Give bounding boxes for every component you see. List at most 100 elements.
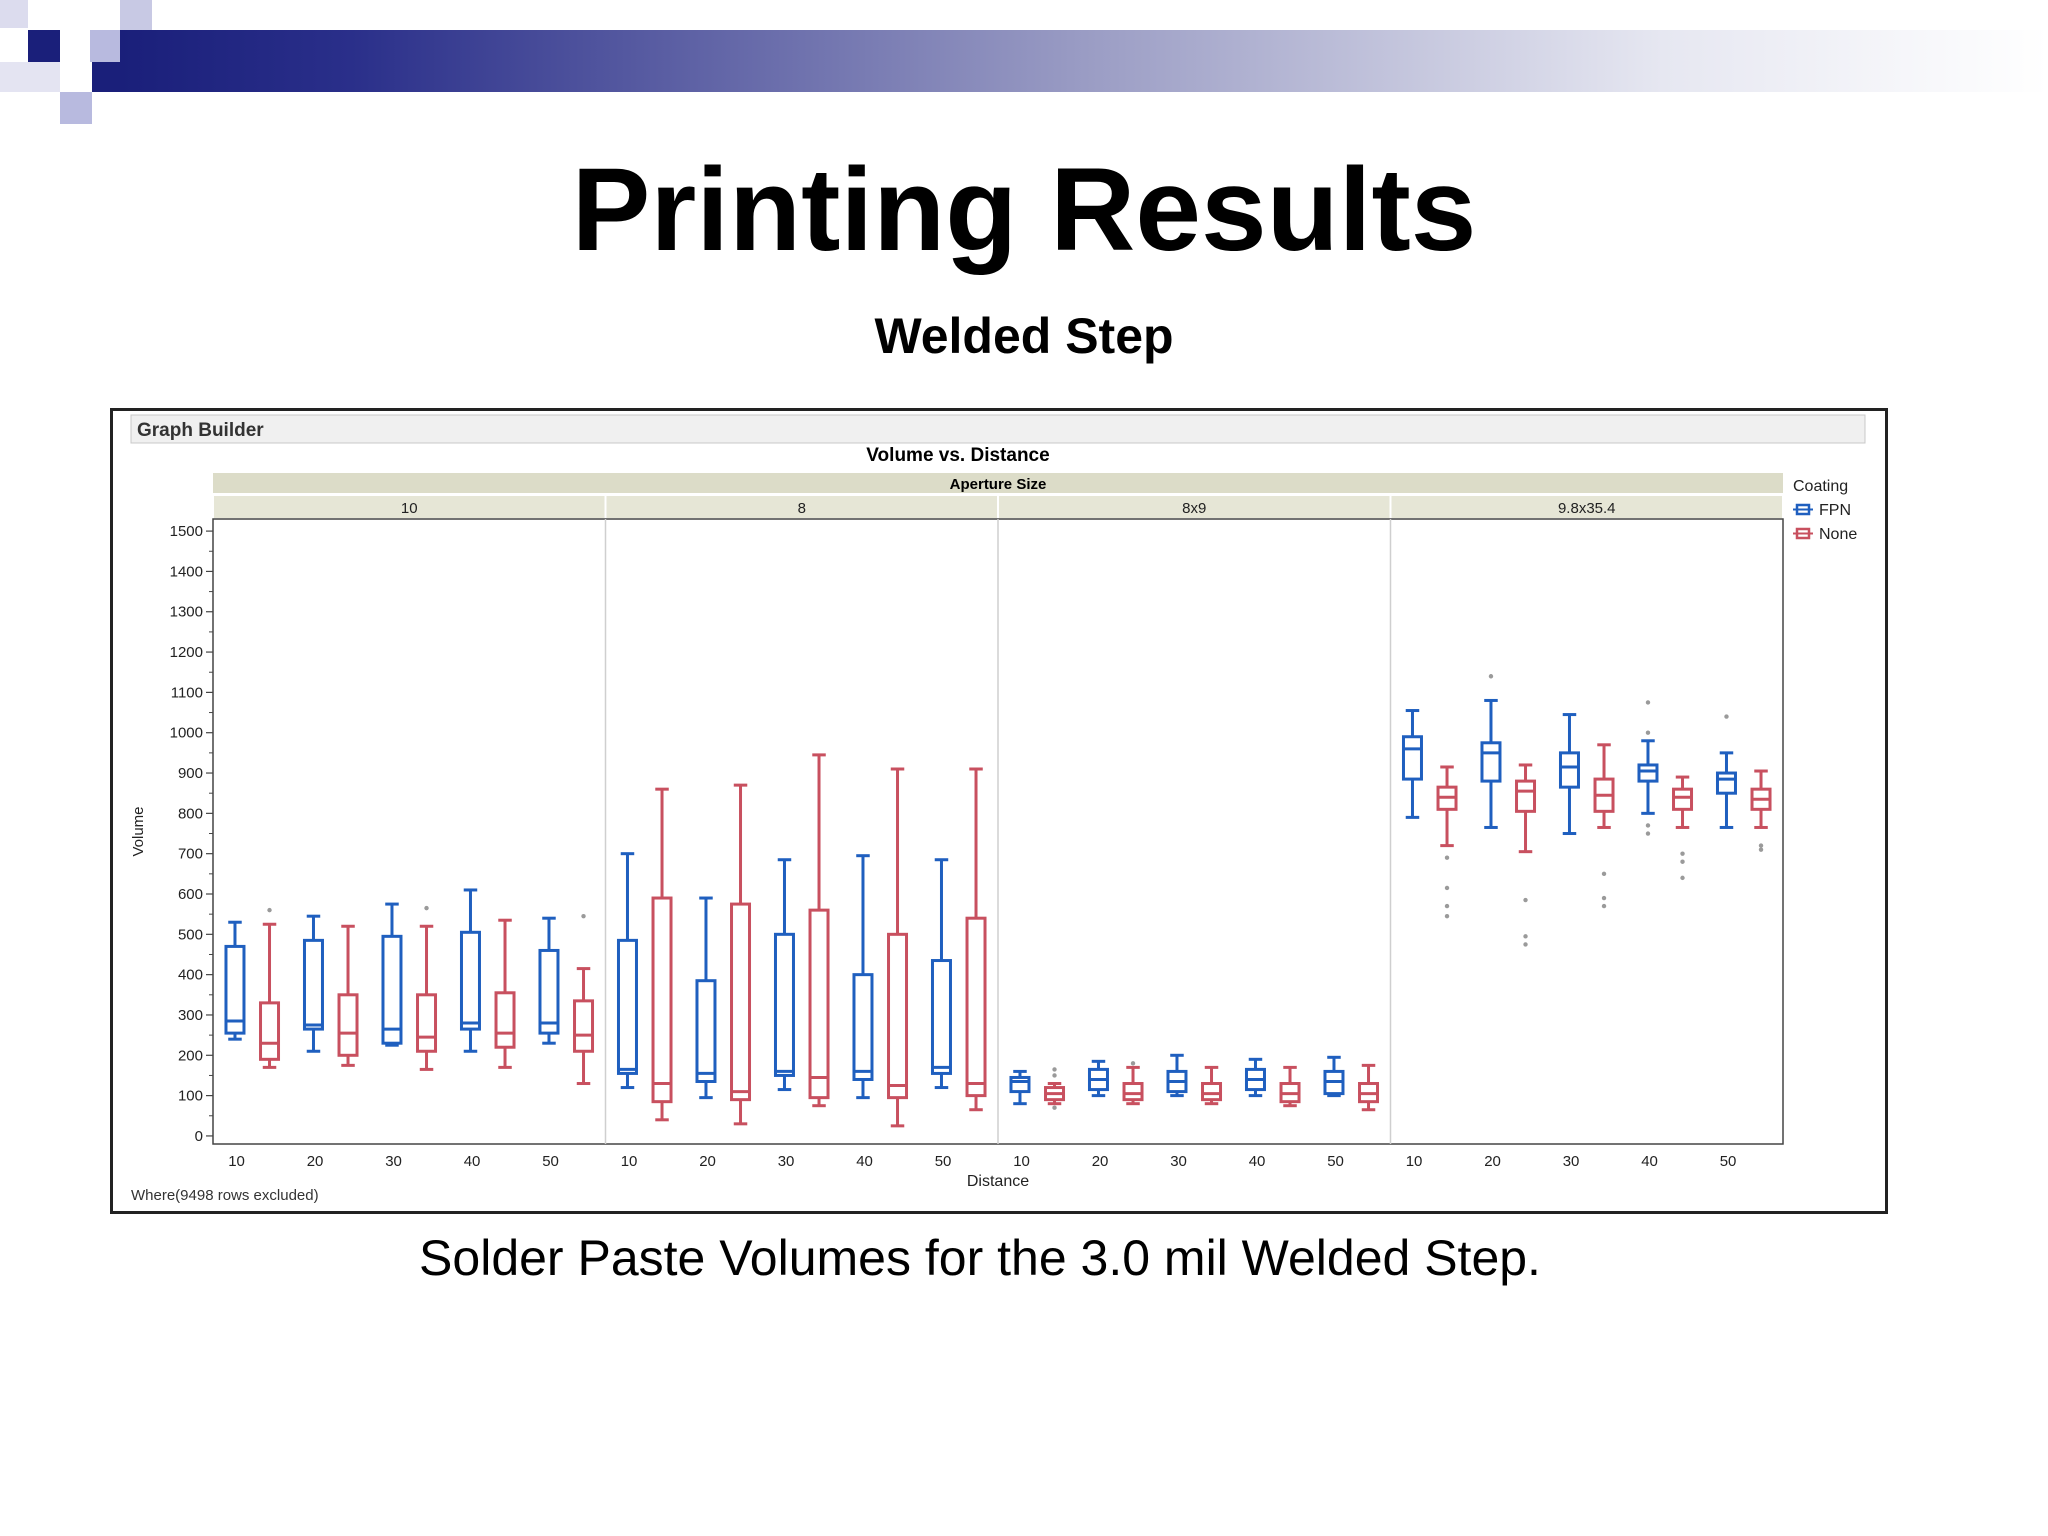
box [1201, 1082, 1223, 1102]
outlier-point [1758, 847, 1764, 852]
outlier-point [1645, 730, 1651, 735]
slide-title: Printing Results [571, 144, 1477, 276]
box [1122, 1082, 1144, 1102]
banner-square [0, 0, 28, 28]
box [573, 999, 595, 1053]
x-tick-label: 50 [542, 1153, 559, 1170]
box [416, 993, 438, 1053]
x-tick-label: 20 [699, 1153, 716, 1170]
box [808, 908, 830, 1100]
panel-header-band [606, 496, 997, 518]
legend-label: None [1819, 526, 1857, 543]
group-header-band [213, 473, 1783, 493]
x-tick-label: 40 [464, 1153, 481, 1170]
box [887, 932, 909, 1100]
outlier-point [1680, 859, 1685, 864]
y-tick-label: 700 [178, 846, 203, 863]
box [1480, 741, 1502, 783]
slide-caption: Solder Paste Volumes for the 3.0 mil Wel… [419, 1230, 1541, 1286]
x-tick-label: 30 [1563, 1153, 1580, 1170]
panel-label: 10 [401, 500, 418, 517]
x-axis-label: Distance [967, 1173, 1029, 1190]
x-tick-label: 10 [1406, 1153, 1423, 1170]
y-tick-label: 1000 [170, 725, 203, 742]
outlier-point [1758, 843, 1764, 848]
panel-label: 9.8x35.4 [1558, 500, 1616, 517]
excluded-rows-note: Where(9498 rows excluded) [131, 1187, 319, 1204]
box [1637, 763, 1659, 783]
x-tick-label: 10 [1013, 1153, 1030, 1170]
outlier-point [1444, 885, 1450, 891]
x-tick-label: 30 [385, 1153, 402, 1170]
box [773, 932, 795, 1077]
y-tick-label: 100 [178, 1088, 203, 1105]
y-tick-label: 1200 [170, 644, 203, 661]
box [224, 944, 246, 1035]
x-tick-label: 20 [1484, 1153, 1501, 1170]
outlier-point [581, 913, 586, 919]
outlier-point [1523, 942, 1528, 947]
banner-square [0, 62, 60, 92]
y-tick-label: 1100 [171, 684, 203, 701]
banner-square [120, 0, 152, 30]
outlier-point [1444, 855, 1450, 860]
banner-square [28, 30, 60, 62]
outlier-point [424, 905, 429, 911]
y-tick-label: 400 [178, 967, 203, 984]
box [1515, 779, 1537, 813]
box [930, 959, 952, 1075]
box [1558, 751, 1580, 789]
graph-builder-title: Graph Builder [137, 420, 264, 441]
outlier-point [1645, 823, 1651, 828]
y-tick-label: 600 [178, 886, 203, 903]
x-tick-label: 20 [307, 1153, 324, 1170]
outlier-point [1130, 1061, 1136, 1066]
outlier-point [1444, 903, 1450, 909]
y-axis-label: Volume [130, 806, 147, 856]
box [337, 993, 359, 1057]
banner-square [60, 92, 92, 124]
box [494, 991, 516, 1049]
box [381, 934, 403, 1045]
y-tick-label: 0 [195, 1128, 203, 1145]
box [459, 930, 481, 1031]
outlier-point [1601, 903, 1607, 909]
graph-builder-header [130, 414, 1866, 444]
graph-builder-window: Graph Builder Volume vs. Distance Aperture… [110, 408, 1888, 1214]
x-tick-label: 10 [621, 1153, 638, 1170]
outlier-point [1601, 895, 1607, 901]
legend-label: FPN [1819, 502, 1851, 519]
y-tick-label: 1300 [170, 604, 203, 621]
y-tick-label: 500 [178, 926, 203, 943]
outlier-point [1680, 851, 1685, 856]
x-tick-label: 40 [1249, 1153, 1266, 1170]
y-tick-label: 1500 [170, 523, 203, 540]
outlier-point [1052, 1067, 1057, 1072]
banner-gradient-bar [120, 30, 2048, 92]
box [651, 896, 673, 1104]
slide-header-banner [0, 0, 2048, 124]
panel-label: 8x9 [1182, 500, 1206, 517]
y-tick-label: 800 [178, 805, 203, 822]
box [1672, 787, 1694, 811]
y-tick-label: 300 [178, 1007, 203, 1024]
box [616, 938, 638, 1075]
x-tick-label: 20 [1092, 1153, 1109, 1170]
outlier-point [1523, 897, 1528, 903]
box [1715, 771, 1737, 795]
banner-square [90, 30, 120, 62]
box [1009, 1075, 1031, 1094]
outlier-point [1523, 934, 1528, 939]
chart-title: Volume vs. Distance [866, 445, 1049, 466]
box [302, 938, 324, 1031]
box-plot-chart: Graph Builder Volume vs. Distance Aperture… [130, 414, 1866, 1204]
group-header-title: Aperture Size [950, 476, 1047, 493]
y-tick-label: 1400 [170, 563, 203, 580]
box [730, 902, 752, 1102]
slide-subtitle: Welded Step [874, 308, 1174, 364]
outlier-point [1444, 913, 1450, 919]
x-tick-label: 10 [228, 1153, 245, 1170]
x-tick-label: 50 [935, 1153, 952, 1170]
box [538, 948, 560, 1035]
legend-title: Coating [1793, 478, 1848, 495]
